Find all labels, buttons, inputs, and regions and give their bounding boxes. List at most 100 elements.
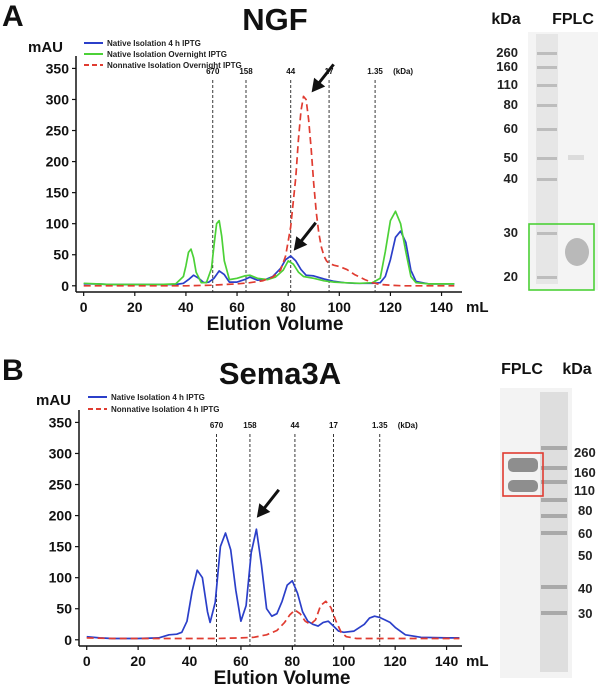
series-line-3 <box>83 95 455 287</box>
peak-arrow <box>256 488 280 518</box>
y-tick-label: 250 <box>46 123 70 139</box>
y-tick-label: 100 <box>46 216 70 232</box>
series-line-1 <box>86 528 460 640</box>
gel-b-band <box>541 498 567 502</box>
gel-b-band <box>541 480 567 484</box>
gel-b-band <box>541 611 567 615</box>
gel-b-band <box>541 466 567 470</box>
gel-b-ladder-label: 260 <box>574 445 596 460</box>
series-line-2 <box>86 600 460 640</box>
panel-b-x-title: Elution Volume <box>214 668 351 689</box>
gel-a-ladder-label: 260 <box>496 45 518 60</box>
x-tick-label: 0 <box>83 653 91 669</box>
y-tick-label: 350 <box>49 414 73 430</box>
panel-a: A NGF mAU 0 50 100 150 200 250 300 350 0 20 40 60 80… <box>2 0 598 335</box>
x-tick-label: 120 <box>383 653 407 669</box>
gel-a-fplc-band <box>565 238 589 266</box>
plot-b: 0 50 100 150 200 250 300 350 0 20 40 60 80 100 120 140 6… <box>49 410 462 669</box>
gel-a: kDa FPLC 260 160 110 80 60 <box>491 11 598 291</box>
panel-b-title: Sema3A <box>219 356 341 391</box>
x-tick-label: 40 <box>178 299 194 315</box>
legend-a-entry-1: Native Isolation 4 h IPTG <box>107 39 201 48</box>
y-tick-label: 200 <box>46 154 70 170</box>
y-tick-label: 100 <box>49 570 73 586</box>
gel-b-header-2: kDa <box>562 361 591 378</box>
series-line-2 <box>83 210 455 286</box>
gel-a-header-2: FPLC <box>552 11 594 28</box>
peak-arrow <box>311 63 335 93</box>
gel-b-ladder-label: 40 <box>578 581 592 596</box>
gel-a-band <box>537 128 557 131</box>
gel-a-ladder-label: 110 <box>497 77 518 92</box>
panel-a-letter: A <box>2 0 24 33</box>
x-tick-label: 60 <box>229 299 245 315</box>
mw-unit-label: (kDa) <box>393 67 413 76</box>
gel-a-band <box>537 52 557 55</box>
gel-b-band <box>541 585 567 589</box>
y-tick-label: 200 <box>49 508 73 524</box>
gel-b-fplc-band-upper <box>508 458 538 472</box>
panel-a-y-label: mAU <box>28 39 63 56</box>
y-tick-label: 300 <box>46 91 70 107</box>
x-tick-label: 100 <box>332 653 356 669</box>
legend-a: Native Isolation 4 h IPTG Native Isolati… <box>84 39 242 70</box>
gel-b-fplc-band-lower <box>508 480 538 492</box>
gel-b-band <box>541 514 567 518</box>
gel-b-band <box>541 446 567 450</box>
y-tick-label: 0 <box>64 632 72 648</box>
x-tick-label: 20 <box>127 299 143 315</box>
gel-a-band <box>537 104 557 107</box>
gel-a-ladder-label: 40 <box>504 171 518 186</box>
panel-a-title: NGF <box>242 2 307 37</box>
legend-a-entry-2: Native Isolation Overnight IPTG <box>107 50 227 59</box>
gel-a-band <box>537 66 557 69</box>
gel-b-ladder-label: 30 <box>578 606 592 621</box>
x-tick-label: 80 <box>285 653 301 669</box>
gel-a-ladder-label: 160 <box>496 59 518 74</box>
y-tick-label: 50 <box>53 247 69 263</box>
gel-b-ladder-label: 110 <box>574 483 595 498</box>
gel-a-band <box>537 178 557 181</box>
panel-a-x-unit: mL <box>466 299 489 316</box>
x-tick-label: 40 <box>182 653 198 669</box>
x-tick-label: 140 <box>430 299 454 315</box>
panel-b: B Sema3A mAU 0 50 100 150 200 250 300 350 0 20 40 6… <box>2 354 596 689</box>
x-tick-label: 20 <box>130 653 146 669</box>
gel-b-highlight-box <box>502 452 544 497</box>
gel-a-ladder-label: 50 <box>504 150 518 165</box>
gel-a-ladder-label: 30 <box>504 225 518 240</box>
x-tick-label: 120 <box>379 299 403 315</box>
mw-marker-label: 158 <box>239 67 253 76</box>
panel-b-y-label: mAU <box>36 392 71 409</box>
gel-b-header-1: FPLC <box>501 361 543 378</box>
mw-marker-label: 158 <box>243 421 257 430</box>
y-tick-label: 150 <box>46 185 70 201</box>
legend-b-entry-1: Native Isolation 4 h IPTG <box>111 393 205 402</box>
peak-arrow <box>293 221 317 251</box>
y-tick-label: 50 <box>56 601 72 617</box>
x-tick-label: 140 <box>435 653 459 669</box>
gel-b-band <box>541 531 567 535</box>
y-tick-label: 0 <box>61 278 69 294</box>
y-tick-label: 250 <box>49 477 73 493</box>
x-tick-label: 80 <box>280 299 296 315</box>
gel-a-band <box>537 232 557 235</box>
mw-marker-label: 670 <box>206 67 220 76</box>
y-tick-label: 350 <box>46 60 70 76</box>
y-tick-label: 300 <box>49 445 73 461</box>
mw-marker-label: 670 <box>210 421 224 430</box>
x-tick-label: 60 <box>233 653 249 669</box>
mw-marker-label: 44 <box>286 67 295 76</box>
mw-marker-label: 17 <box>329 421 338 430</box>
mw-marker-label: 44 <box>290 421 299 430</box>
gel-a-ladder-label: 60 <box>504 121 518 136</box>
legend-b: Native Isolation 4 h IPTG Nonnative Isol… <box>88 393 219 414</box>
gel-a-band <box>537 276 557 279</box>
mw-marker-label: 1.35 <box>367 67 383 76</box>
gel-b-ladder-label: 160 <box>574 465 596 480</box>
panel-b-letter: B <box>2 354 24 387</box>
gel-b: FPLC kDa 260 160 110 80 60 50 4 <box>500 361 596 678</box>
x-tick-label: 0 <box>80 299 88 315</box>
x-tick-label: 100 <box>328 299 352 315</box>
